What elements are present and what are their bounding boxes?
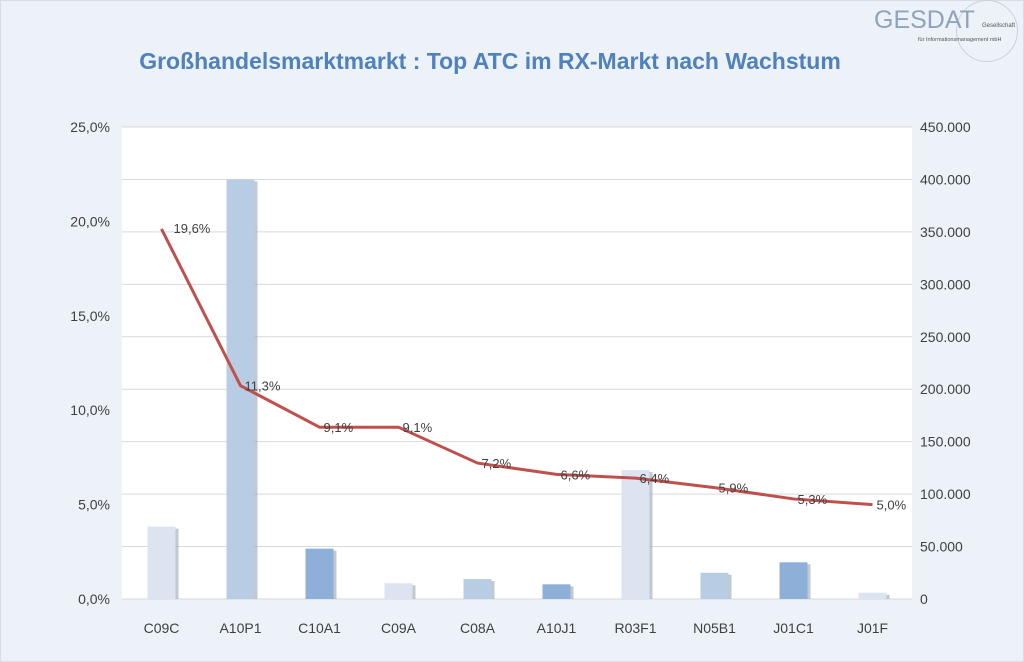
growth-data-label: 6,6% bbox=[561, 467, 591, 482]
growth-data-label: 6,4% bbox=[640, 471, 670, 486]
bar-J01C1 bbox=[779, 562, 808, 599]
left-axis-tick: 0,0% bbox=[78, 591, 110, 607]
right-axis-tick: 200.000 bbox=[920, 381, 971, 397]
bar-R03F1 bbox=[621, 469, 650, 599]
growth-line bbox=[160, 228, 873, 507]
growth-data-label: 5,0% bbox=[877, 498, 907, 513]
bar-A10J1 bbox=[542, 584, 571, 599]
category-label: J01F bbox=[857, 620, 888, 636]
logo-name: GESDAT bbox=[874, 6, 975, 34]
category-label: C08A bbox=[460, 620, 496, 636]
right-axis-tick: 350.000 bbox=[920, 224, 971, 240]
left-axis-tick: 5,0% bbox=[78, 497, 110, 513]
category-label: A10J1 bbox=[537, 620, 577, 636]
bar-C09C bbox=[147, 526, 176, 599]
right-axis-tick: 0 bbox=[920, 591, 928, 607]
category-label: C09C bbox=[144, 620, 180, 636]
bar-N05B1 bbox=[700, 572, 729, 599]
growth-data-label: 7,2% bbox=[482, 456, 512, 471]
right-axis-tick: 300.000 bbox=[920, 276, 971, 292]
gesdat-logo: GESDAT Gesellschaft für Informationsmana… bbox=[874, 0, 1022, 62]
right-axis-tick: 50.000 bbox=[920, 539, 963, 555]
category-label: C10A1 bbox=[298, 620, 341, 636]
category-label: J01C1 bbox=[773, 620, 814, 636]
left-axis-tick: 10,0% bbox=[70, 402, 110, 418]
logo-ring bbox=[956, 0, 1018, 62]
chart-title: Großhandelsmarktmarkt : Top ATC im RX-Ma… bbox=[139, 48, 841, 74]
right-axis-tick: 100.000 bbox=[920, 486, 971, 502]
category-label: N05B1 bbox=[693, 620, 736, 636]
category-label: R03F1 bbox=[614, 620, 656, 636]
right-axis-tick: 400.000 bbox=[920, 171, 971, 187]
growth-data-label: 11,3% bbox=[245, 379, 281, 394]
logo-line1: Gesellschaft bbox=[982, 23, 1016, 29]
growth-data-label: 5,3% bbox=[798, 492, 828, 507]
left-axis-tick: 20,0% bbox=[70, 213, 110, 229]
growth-data-label: 9,1% bbox=[403, 420, 433, 435]
category-label: A10P1 bbox=[219, 620, 261, 636]
logo-line2: für Informationsmanagement mbH bbox=[918, 37, 1002, 43]
bar-J01F bbox=[858, 592, 887, 599]
left-axis-tick: 25,0% bbox=[70, 119, 110, 135]
growth-data-label: 5,9% bbox=[719, 481, 749, 496]
bar-C08A bbox=[463, 579, 492, 599]
bar-C09A bbox=[384, 583, 413, 599]
growth-data-label: 9,1% bbox=[324, 420, 354, 435]
right-axis-tick: 450.000 bbox=[920, 119, 971, 135]
category-label: C09A bbox=[381, 620, 417, 636]
right-axis-tick: 150.000 bbox=[920, 434, 971, 450]
left-axis-tick: 15,0% bbox=[70, 308, 110, 324]
growth-data-label: 19,6% bbox=[174, 221, 211, 236]
bar-C10A1 bbox=[305, 548, 334, 599]
right-axis-tick: 250.000 bbox=[920, 329, 971, 345]
